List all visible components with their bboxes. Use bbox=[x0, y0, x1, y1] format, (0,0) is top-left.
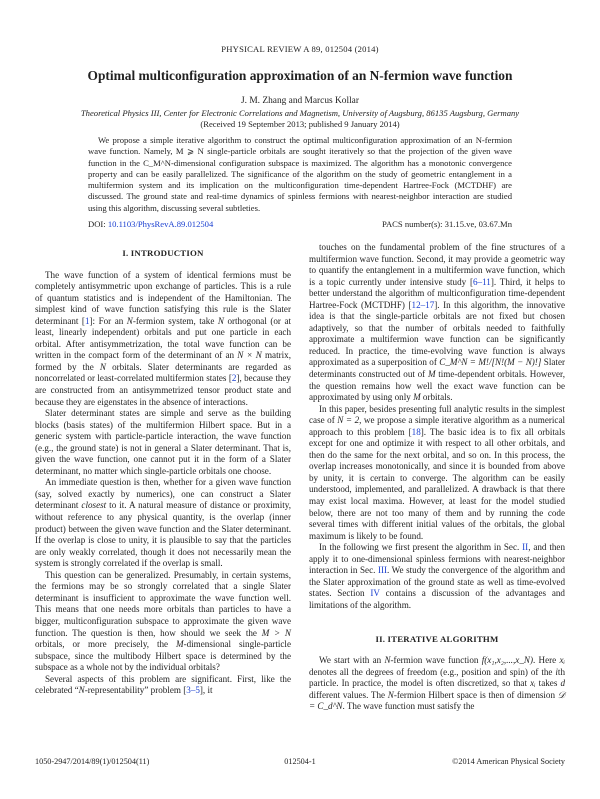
text-run: Several aspects of this problem are sign… bbox=[35, 673, 291, 696]
text-run: orbitals. bbox=[420, 392, 453, 403]
reference-link[interactable]: 3–5 bbox=[186, 685, 200, 696]
authors: J. M. Zhang and Marcus Kollar bbox=[241, 96, 359, 106]
reference-link[interactable]: 6–11 bbox=[473, 276, 491, 287]
text-run: ], it bbox=[199, 685, 213, 696]
text-run: An immediate question is then, whether f… bbox=[35, 477, 291, 511]
text-run: This question can be generalized. Presum… bbox=[35, 569, 291, 638]
paragraph: Slater determinant states are simple and… bbox=[35, 408, 291, 477]
text-run: orthogonal (or at least, linearly indepe… bbox=[35, 315, 292, 361]
math-text: M bbox=[413, 392, 421, 403]
text-run: matrix, formed by the bbox=[35, 350, 291, 372]
text-run: In the following we first present the al… bbox=[319, 542, 523, 553]
text-run: ]. In this algorithm, the innovative ide… bbox=[309, 299, 565, 368]
text-run: -fermion Hilbert space is then of dimens… bbox=[393, 689, 558, 700]
reference-link[interactable]: 1 bbox=[84, 315, 90, 326]
math-text: i bbox=[555, 666, 558, 677]
pacs-numbers: PACS number(s): 31.15.ve, 03.67.Mn bbox=[381, 219, 512, 229]
introduction-body: The wave function of a system of identic… bbox=[35, 270, 291, 697]
math-text: f(x₁,x₂,...,x_N) bbox=[481, 655, 533, 666]
received-dates: (Received 19 September 2013; published 9… bbox=[200, 119, 400, 129]
text-run: , and then apply it to one-dimensional s… bbox=[309, 542, 565, 576]
doi: DOI: 10.1103/PhysRevA.89.012504 bbox=[88, 219, 213, 229]
algorithm-body: We start with an N-fermion wave function… bbox=[309, 655, 565, 713]
reference-link[interactable]: 12–17 bbox=[411, 299, 435, 310]
text-run: time-dependent orbitals. However, the qu… bbox=[309, 369, 565, 403]
math-text: xᵢ bbox=[530, 678, 536, 689]
math-text: M bbox=[427, 369, 436, 380]
paragraph: We start with an N-fermion wave function… bbox=[309, 655, 565, 713]
section-heading-iterative-algorithm: II. ITERATIVE ALGORITHM bbox=[375, 633, 499, 644]
math-text: N = 2 bbox=[337, 415, 360, 426]
text-run: different values. The bbox=[309, 689, 388, 700]
paper-title: Optimal multiconfiguration approximation… bbox=[87, 68, 513, 83]
reference-link[interactable]: III bbox=[377, 565, 388, 576]
text-run: ], because they are constructed from an … bbox=[35, 373, 291, 407]
math-text: C_M^N = M!/[N!(M − N)!] bbox=[439, 357, 542, 368]
text-run: Slater determinants constructed out of bbox=[309, 357, 566, 380]
paragraph: touches on the fundamental problem of th… bbox=[309, 242, 565, 404]
reference-link[interactable]: IV bbox=[370, 588, 380, 599]
paragraph: In this paper, besides presenting full a… bbox=[309, 404, 565, 543]
introduction-body-continued: touches on the fundamental problem of th… bbox=[309, 242, 565, 612]
doi-link[interactable]: 10.1103/PhysRevA.89.012504 bbox=[107, 219, 214, 229]
math-text: M > N bbox=[261, 627, 291, 638]
paragraph: The wave function of a system of identic… bbox=[35, 270, 291, 409]
math-text: N bbox=[99, 361, 106, 372]
right-column: touches on the fundamental problem of th… bbox=[309, 242, 565, 713]
footer-issn: 1050-2947/2014/89(1)/012504(11) bbox=[35, 757, 150, 766]
paragraph: In the following we first present the al… bbox=[309, 542, 565, 611]
paragraph: Several aspects of this problem are sign… bbox=[35, 674, 291, 697]
math-text: N bbox=[384, 655, 391, 666]
footer-copyright: ©2014 American Physical Society bbox=[452, 757, 565, 766]
text-run: denotes all the degrees of freedom (e.g.… bbox=[309, 666, 556, 677]
text-run: . The wave function must satisfy the bbox=[342, 701, 475, 712]
math-text: d bbox=[560, 678, 565, 689]
section-heading-introduction: I. INTRODUCTION bbox=[122, 248, 204, 258]
text-run: orbitals, or more precisely, the bbox=[35, 639, 176, 650]
text-run: takes bbox=[535, 678, 561, 689]
text-run: -fermion system, take bbox=[132, 315, 218, 326]
math-text: closest bbox=[81, 500, 107, 511]
footer-page-number: 012504-1 bbox=[284, 757, 316, 766]
text-run: orbitals. Slater determinants are regard… bbox=[35, 361, 291, 384]
abstract: We propose a simple iterative algorithm … bbox=[88, 135, 512, 213]
text-run: ]. Third, it helps to better understand … bbox=[309, 276, 566, 310]
doi-label: DOI: bbox=[88, 219, 106, 229]
text-run: contains a discussion of the advantages … bbox=[309, 588, 565, 610]
text-run: to it. A natural measure of distance or … bbox=[35, 500, 291, 569]
math-text: xᵢ bbox=[559, 655, 565, 666]
paragraph: This question can be generalized. Presum… bbox=[35, 570, 291, 674]
text-run: touches on the fundamental problem of th… bbox=[309, 242, 565, 287]
math-text: N bbox=[78, 685, 85, 696]
math-text: N bbox=[126, 315, 133, 326]
text-run: The wave function of a system of identic… bbox=[35, 269, 291, 326]
text-run: th particle. In practice, the model is o… bbox=[309, 666, 565, 689]
text-run: , we propose a simple iterative algorith… bbox=[309, 415, 566, 437]
text-run: We start with an bbox=[319, 655, 385, 666]
text-run: -dimensional single-particle subspace, s… bbox=[35, 639, 291, 673]
journal-header: PHYSICAL REVIEW A 89, 012504 (2014) bbox=[221, 44, 379, 54]
text-run: . Here bbox=[532, 655, 560, 666]
reference-link[interactable]: 18 bbox=[411, 426, 421, 437]
left-column: I. INTRODUCTION The wave function of a s… bbox=[35, 245, 291, 697]
text-run: -representability” problem [ bbox=[84, 685, 187, 696]
math-text: N bbox=[387, 689, 394, 700]
reference-link[interactable]: 2 bbox=[231, 373, 237, 384]
math-text: M bbox=[176, 639, 184, 650]
paragraph: An immediate question is then, whether f… bbox=[35, 477, 291, 569]
math-text: N bbox=[217, 315, 224, 326]
math-text: 𝒟 = C_d^N bbox=[309, 689, 565, 712]
text-run: -fermion wave function bbox=[390, 655, 482, 666]
reference-link[interactable]: II bbox=[522, 542, 529, 553]
affiliation: Theoretical Physics III, Center for Elec… bbox=[80, 108, 520, 118]
text-run: Slater determinant states are simple and… bbox=[35, 408, 291, 476]
text-run: . We study the convergence of the algori… bbox=[309, 565, 565, 599]
math-text: N × N bbox=[237, 350, 262, 361]
text-run: ]: For an bbox=[89, 315, 127, 326]
text-run: In this paper, besides presenting full a… bbox=[309, 403, 565, 426]
text-run: ]. The basic idea is to fix all orbitals… bbox=[309, 426, 566, 541]
